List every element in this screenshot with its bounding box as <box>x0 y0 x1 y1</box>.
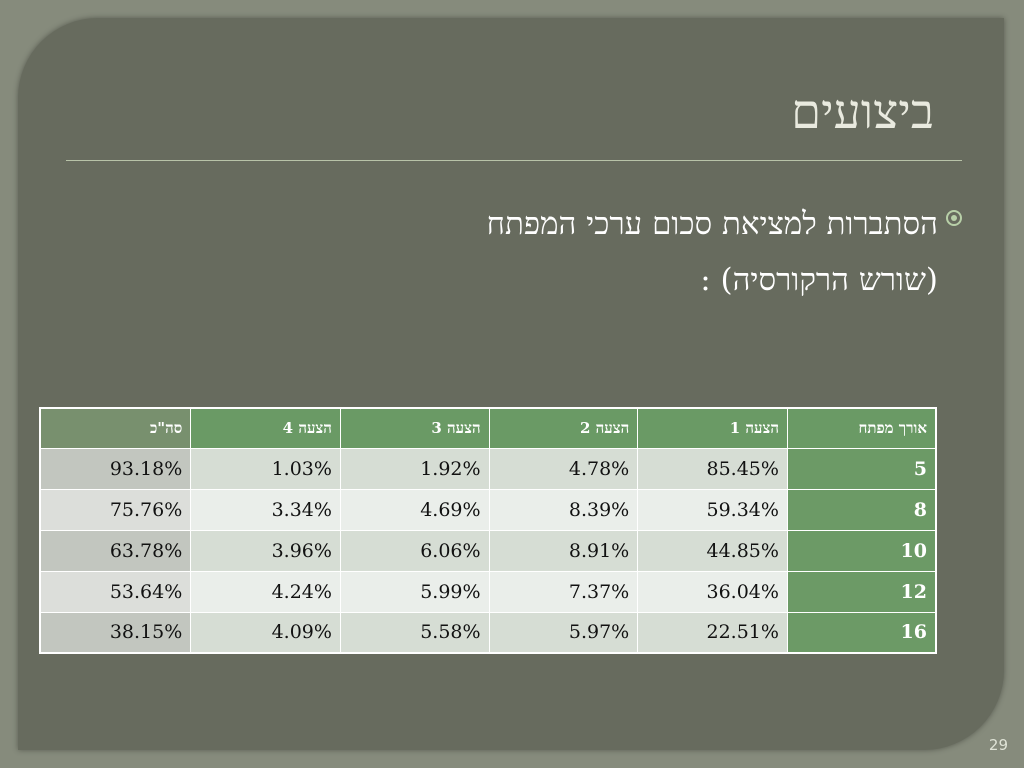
table-cell: 36.04% <box>637 570 788 613</box>
table-cell: 5.58% <box>339 611 490 654</box>
table-row: 16 22.51% 5.97% 5.58% 4.09% 38.15% <box>39 611 937 654</box>
header-key-length: אורך מפתח <box>786 407 937 449</box>
table-cell: 4.69% <box>339 488 490 531</box>
total-cell: 63.78% <box>39 529 192 572</box>
key-length-cell: 8 <box>786 488 937 531</box>
table-cell: 6.06% <box>339 529 490 572</box>
table-cell: 4.24% <box>190 570 341 613</box>
table-cell: 3.96% <box>190 529 341 572</box>
table-row: 10 44.85% 8.91% 6.06% 3.96% 63.78% <box>39 529 937 572</box>
total-cell: 75.76% <box>39 488 192 531</box>
header-proposal-4: הצעה 4 <box>190 407 341 449</box>
table-row: 5 85.45% 4.78% 1.92% 1.03% 93.18% <box>39 447 937 490</box>
key-length-cell: 10 <box>786 529 937 572</box>
total-cell: 53.64% <box>39 570 192 613</box>
table-cell: 1.03% <box>190 447 341 490</box>
header-proposal-3: הצעה 3 <box>339 407 490 449</box>
bullet-item: הסתברות למציאת סכום ערכי המפתח (שורש הרק… <box>487 196 962 308</box>
slide-title: ביצועים <box>791 84 934 140</box>
table-cell: 8.91% <box>488 529 639 572</box>
bullet-circle-icon <box>946 210 962 226</box>
header-total: סה"כ <box>39 407 192 449</box>
table-cell: 4.09% <box>190 611 341 654</box>
total-cell: 93.18% <box>39 447 192 490</box>
header-proposal-2: הצעה 2 <box>488 407 639 449</box>
key-length-cell: 12 <box>786 570 937 613</box>
page-number: 29 <box>988 736 1008 754</box>
table-cell: 59.34% <box>637 488 788 531</box>
results-table: אורך מפתח הצעה 1 הצעה 2 הצעה 3 הצעה 4 סה… <box>39 407 937 654</box>
bullet-text: הסתברות למציאת סכום ערכי המפתח (שורש הרק… <box>487 196 938 308</box>
key-length-cell: 5 <box>786 447 937 490</box>
table-cell: 5.97% <box>488 611 639 654</box>
header-proposal-1: הצעה 1 <box>637 407 788 449</box>
table-cell: 1.92% <box>339 447 490 490</box>
table-cell: 22.51% <box>637 611 788 654</box>
title-divider <box>66 160 962 161</box>
key-length-cell: 16 <box>786 611 937 654</box>
table-cell: 8.39% <box>488 488 639 531</box>
total-cell: 38.15% <box>39 611 192 654</box>
table-cell: 44.85% <box>637 529 788 572</box>
bullet-line-2: (שורש הרקורסיה) : <box>700 262 938 298</box>
table-row: 8 59.34% 8.39% 4.69% 3.34% 75.76% <box>39 488 937 531</box>
table-cell: 5.99% <box>339 570 490 613</box>
table-cell: 85.45% <box>637 447 788 490</box>
table-cell: 4.78% <box>488 447 639 490</box>
table-header-row: אורך מפתח הצעה 1 הצעה 2 הצעה 3 הצעה 4 סה… <box>39 407 937 449</box>
table-cell: 7.37% <box>488 570 639 613</box>
table-cell: 3.34% <box>190 488 341 531</box>
bullet-line-1: הסתברות למציאת סכום ערכי המפתח <box>486 206 938 242</box>
table-row: 12 36.04% 7.37% 5.99% 4.24% 53.64% <box>39 570 937 613</box>
